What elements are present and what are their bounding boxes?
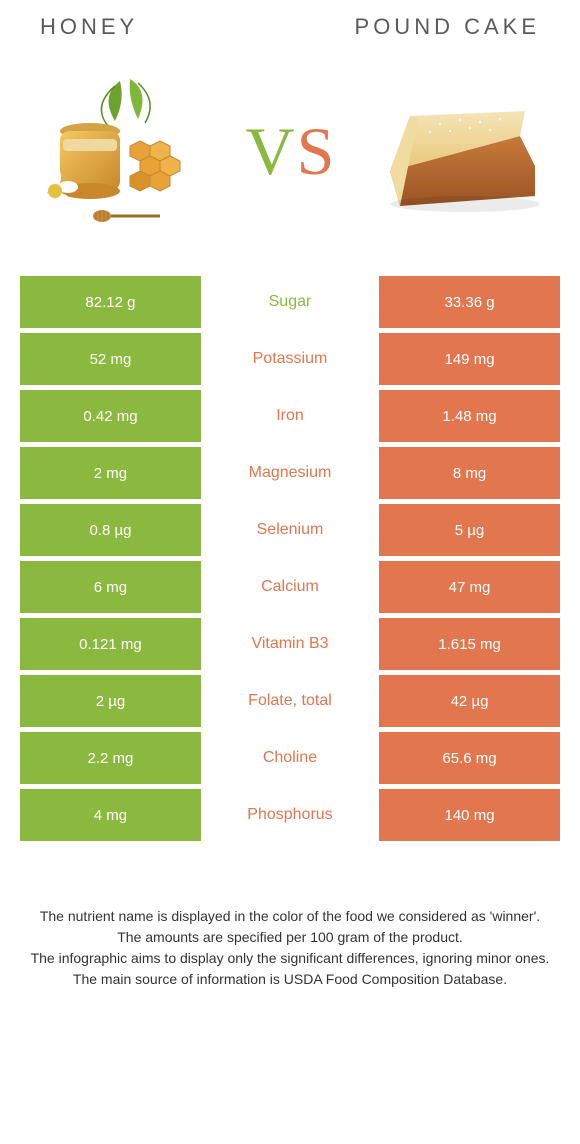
nutrient-name: Choline bbox=[201, 732, 379, 784]
right-value: 42 µg bbox=[379, 675, 560, 727]
right-value: 140 mg bbox=[379, 789, 560, 841]
food-title-right: POUND CAKE bbox=[355, 14, 540, 40]
right-value: 47 mg bbox=[379, 561, 560, 613]
vs-v: V bbox=[246, 112, 295, 191]
left-value: 52 mg bbox=[20, 333, 201, 385]
left-value: 2 mg bbox=[20, 447, 201, 499]
table-row: 4 mgPhosphorus140 mg bbox=[20, 789, 560, 846]
nutrient-name: Magnesium bbox=[201, 447, 379, 499]
right-value: 5 µg bbox=[379, 504, 560, 556]
table-row: 52 mgPotassium149 mg bbox=[20, 333, 560, 390]
table-row: 0.121 mgVitamin B31.615 mg bbox=[20, 618, 560, 675]
table-row: 0.42 mgIron1.48 mg bbox=[20, 390, 560, 447]
table-row: 2 mgMagnesium8 mg bbox=[20, 447, 560, 504]
nutrient-name: Selenium bbox=[201, 504, 379, 556]
nutrient-name: Vitamin B3 bbox=[201, 618, 379, 670]
right-value: 1.615 mg bbox=[379, 618, 560, 670]
table-row: 82.12 gSugar33.36 g bbox=[20, 276, 560, 333]
nutrient-name: Folate, total bbox=[201, 675, 379, 727]
right-value: 65.6 mg bbox=[379, 732, 560, 784]
right-value: 1.48 mg bbox=[379, 390, 560, 442]
footer-line-4: The main source of information is USDA F… bbox=[30, 969, 550, 990]
left-value: 82.12 g bbox=[20, 276, 201, 328]
nutrient-name: Iron bbox=[201, 390, 379, 442]
footer-line-1: The nutrient name is displayed in the co… bbox=[30, 906, 550, 927]
left-value: 2.2 mg bbox=[20, 732, 201, 784]
left-value: 6 mg bbox=[20, 561, 201, 613]
footer-notes: The nutrient name is displayed in the co… bbox=[0, 846, 580, 1030]
header: HONEY POUND CAKE bbox=[0, 0, 580, 46]
nutrient-name: Potassium bbox=[201, 333, 379, 385]
table-row: 2.2 mgCholine65.6 mg bbox=[20, 732, 560, 789]
pound-cake-image bbox=[370, 71, 550, 231]
nutrient-name: Calcium bbox=[201, 561, 379, 613]
table-row: 2 µgFolate, total42 µg bbox=[20, 675, 560, 732]
comparison-table: 82.12 gSugar33.36 g52 mgPotassium149 mg0… bbox=[20, 276, 560, 846]
footer-line-3: The infographic aims to display only the… bbox=[30, 948, 550, 969]
table-row: 6 mgCalcium47 mg bbox=[20, 561, 560, 618]
nutrient-name: Phosphorus bbox=[201, 789, 379, 841]
right-value: 33.36 g bbox=[379, 276, 560, 328]
hero: VS bbox=[0, 46, 580, 276]
right-value: 149 mg bbox=[379, 333, 560, 385]
vs-s: S bbox=[297, 112, 335, 191]
food-title-left: HONEY bbox=[40, 14, 138, 40]
left-value: 4 mg bbox=[20, 789, 201, 841]
left-value: 0.8 µg bbox=[20, 504, 201, 556]
right-value: 8 mg bbox=[379, 447, 560, 499]
left-value: 0.121 mg bbox=[20, 618, 201, 670]
footer-line-2: The amounts are specified per 100 gram o… bbox=[30, 927, 550, 948]
table-row: 0.8 µgSelenium5 µg bbox=[20, 504, 560, 561]
nutrient-name: Sugar bbox=[201, 276, 379, 328]
vs-label: VS bbox=[246, 112, 335, 191]
left-value: 2 µg bbox=[20, 675, 201, 727]
honey-image bbox=[30, 71, 210, 231]
left-value: 0.42 mg bbox=[20, 390, 201, 442]
